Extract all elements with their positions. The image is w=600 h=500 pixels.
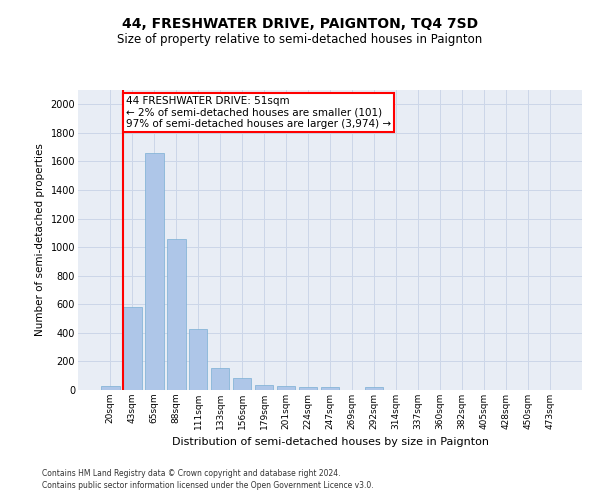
Text: 44, FRESHWATER DRIVE, PAIGNTON, TQ4 7SD: 44, FRESHWATER DRIVE, PAIGNTON, TQ4 7SD: [122, 18, 478, 32]
Bar: [299, 387, 317, 390]
Bar: [365, 387, 383, 390]
Bar: [320, 387, 340, 390]
Bar: [123, 307, 142, 390]
Bar: [255, 385, 274, 390]
Bar: [211, 368, 229, 390]
Text: Contains public sector information licensed under the Open Government Licence v3: Contains public sector information licen…: [42, 481, 374, 490]
Bar: [167, 238, 185, 390]
Y-axis label: Number of semi-detached properties: Number of semi-detached properties: [35, 144, 45, 336]
Text: Size of property relative to semi-detached houses in Paignton: Size of property relative to semi-detach…: [118, 32, 482, 46]
Bar: [233, 378, 251, 390]
Bar: [189, 328, 208, 390]
Text: 44 FRESHWATER DRIVE: 51sqm
← 2% of semi-detached houses are smaller (101)
97% of: 44 FRESHWATER DRIVE: 51sqm ← 2% of semi-…: [126, 96, 391, 129]
Text: Contains HM Land Registry data © Crown copyright and database right 2024.: Contains HM Land Registry data © Crown c…: [42, 468, 341, 477]
Bar: [101, 386, 119, 390]
Bar: [145, 153, 164, 390]
Bar: [277, 386, 295, 390]
X-axis label: Distribution of semi-detached houses by size in Paignton: Distribution of semi-detached houses by …: [172, 438, 488, 448]
